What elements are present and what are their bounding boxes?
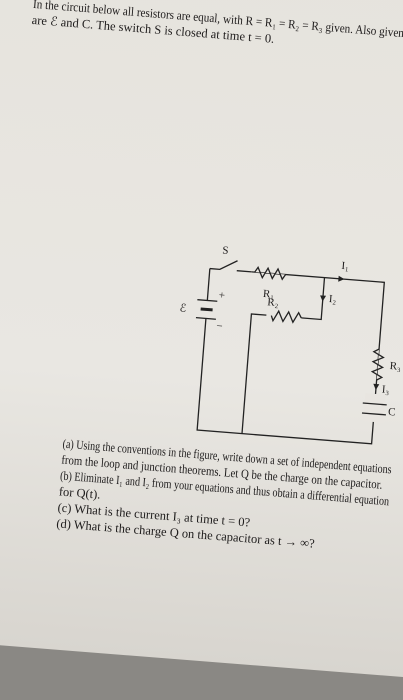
page-sheet: In the circuit below all resistors are e…: [0, 0, 403, 678]
resistor: [270, 309, 302, 324]
arrow: [338, 275, 345, 282]
r2-label: R₂: [267, 296, 279, 309]
part-line: for Q(t).: [58, 484, 101, 501]
resistor: [370, 348, 385, 381]
resistor: [254, 266, 287, 281]
i2-label: I₂: [328, 293, 337, 306]
paper: [0, 0, 403, 678]
emf-label: ℰ: [179, 302, 187, 315]
switch-label: S: [222, 245, 229, 257]
battery-plate: [195, 316, 216, 320]
battery-plate: [200, 307, 213, 312]
minus-label: −: [216, 320, 223, 332]
capacitor-plate: [361, 412, 386, 416]
r3-label: R₃: [389, 360, 401, 373]
i1-label: I₁: [341, 260, 350, 273]
arrow: [373, 383, 380, 390]
gap: [363, 393, 386, 423]
capacitor-plate: [362, 402, 387, 406]
r1-label: R₁: [263, 288, 275, 301]
plus-label: +: [218, 289, 225, 301]
arrow: [320, 295, 327, 302]
battery-plate: [197, 299, 218, 302]
i3-label: I₃: [381, 383, 390, 396]
circuit: S ℰ + − R₁ R₂ R₃ I₁ I₂ I₃ C: [179, 245, 402, 445]
capacitor-label: C: [388, 406, 396, 419]
switch: [209, 260, 252, 273]
wire: [241, 277, 326, 434]
